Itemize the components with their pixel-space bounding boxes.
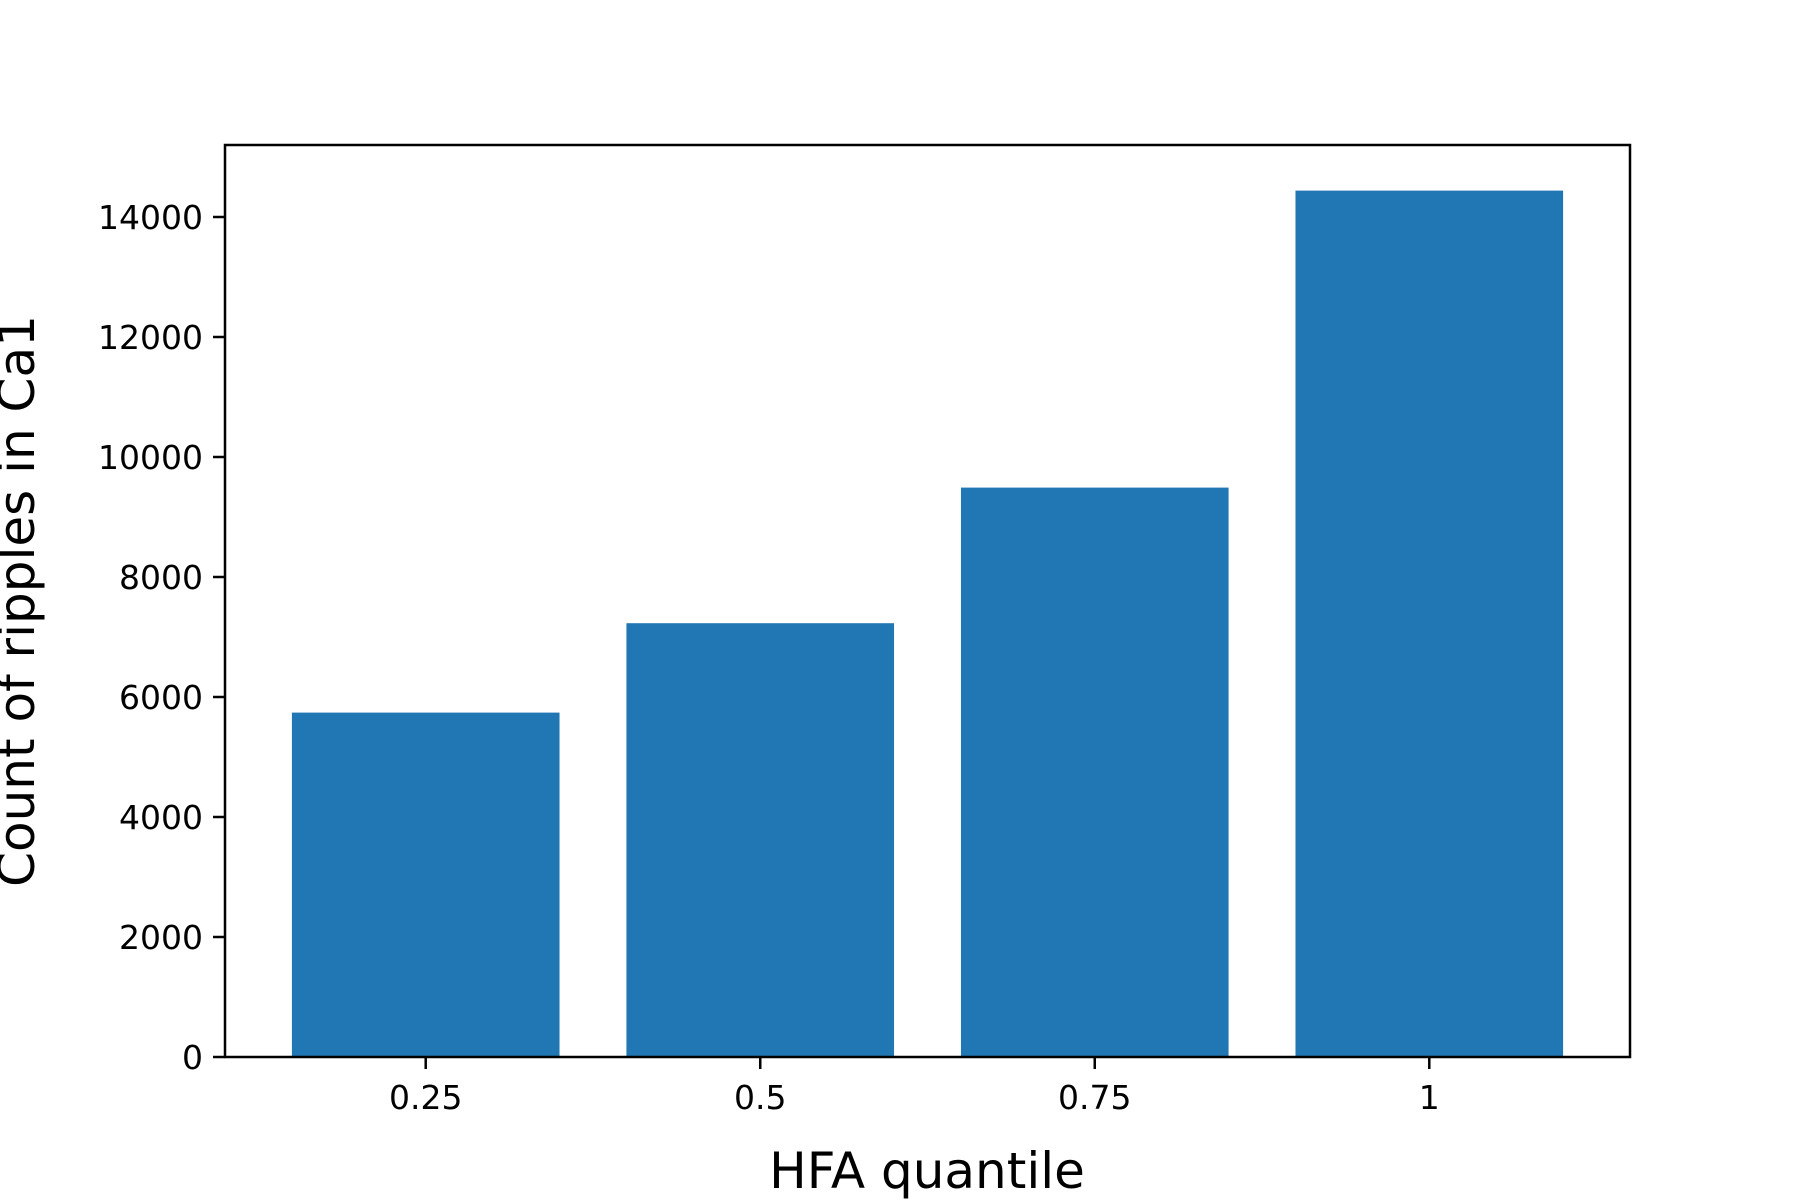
y-axis-label: Count of ripples in Ca1 bbox=[0, 315, 46, 887]
bar-0.5 bbox=[626, 623, 895, 1057]
x-tick-label: 0.25 bbox=[389, 1078, 462, 1117]
y-tick-label: 0 bbox=[182, 1038, 203, 1077]
y-tick-label: 14000 bbox=[98, 198, 203, 237]
y-tick-label: 6000 bbox=[119, 678, 203, 717]
bar-0.25 bbox=[291, 712, 560, 1057]
x-tick-label: 0.75 bbox=[1058, 1078, 1131, 1117]
y-tick-label: 4000 bbox=[119, 798, 203, 837]
y-tick-label: 8000 bbox=[119, 558, 203, 597]
y-axis-ticks: 0 2000 4000 6000 8000 10000 12000 14000 bbox=[98, 198, 225, 1077]
x-axis-label: HFA quantile bbox=[769, 1142, 1085, 1200]
x-tick-label: 0.5 bbox=[734, 1078, 786, 1117]
bar-1 bbox=[1295, 190, 1564, 1058]
y-tick-label: 2000 bbox=[119, 918, 203, 957]
x-tick-label: 1 bbox=[1419, 1078, 1440, 1117]
y-tick-label: 12000 bbox=[98, 318, 203, 357]
bars-group bbox=[291, 190, 1564, 1058]
bar-0.75 bbox=[960, 487, 1229, 1058]
x-axis-ticks: 0.25 0.5 0.75 1 bbox=[389, 1057, 1440, 1117]
plot-frame bbox=[223, 143, 1632, 1059]
y-tick-label: 10000 bbox=[98, 438, 203, 477]
